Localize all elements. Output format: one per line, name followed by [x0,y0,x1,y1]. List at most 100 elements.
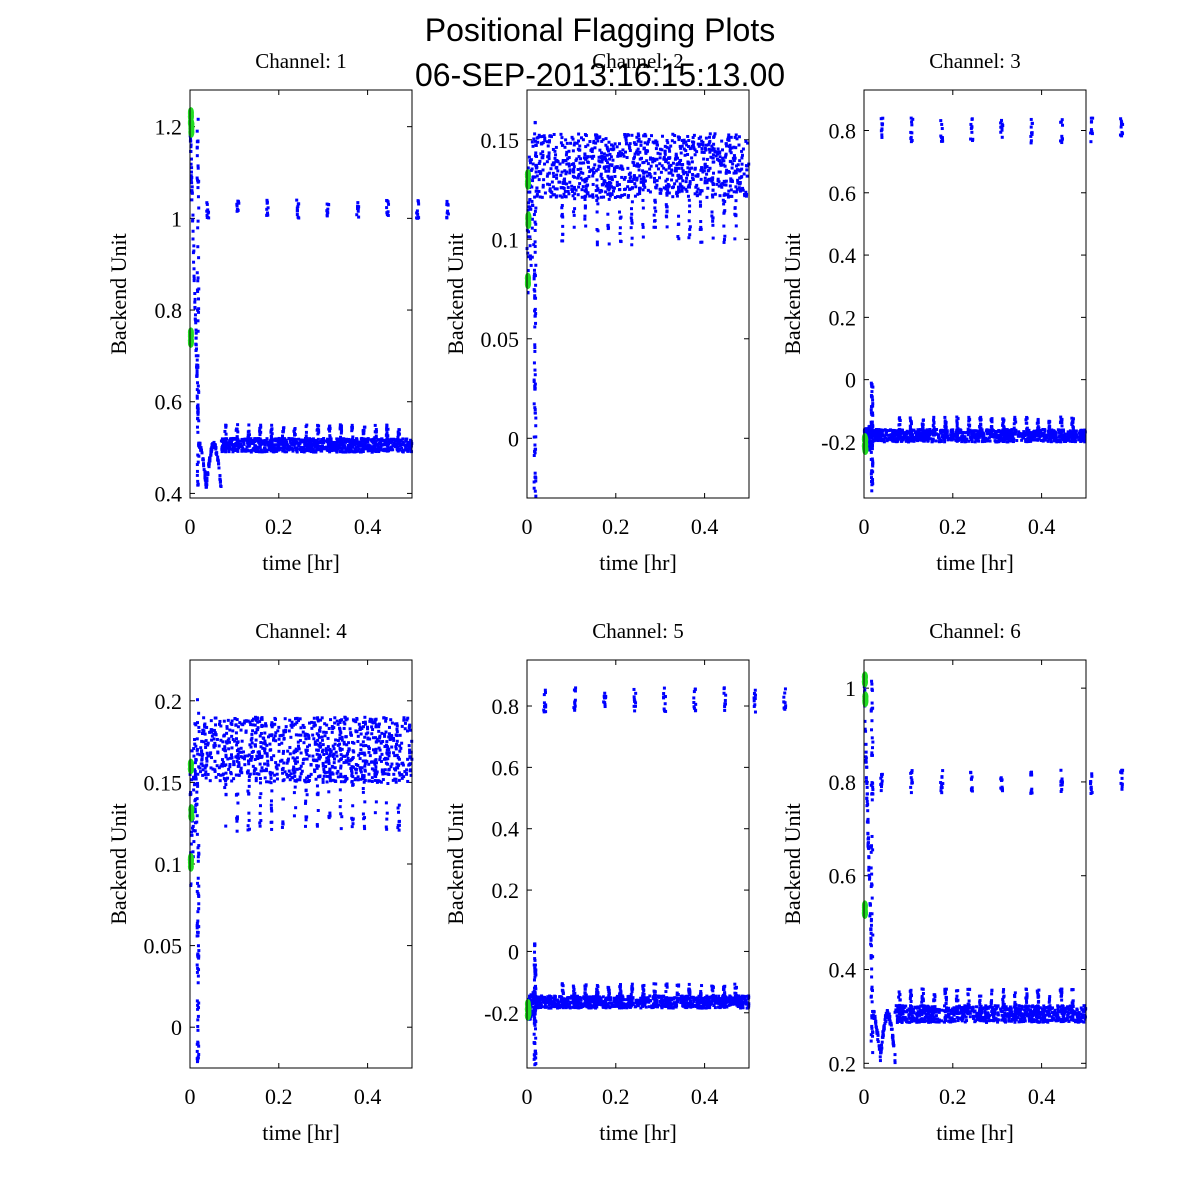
data-point [699,240,703,244]
data-point [221,439,225,443]
data-point [533,384,537,388]
data-point [638,150,642,154]
data-point [273,773,277,777]
data-point [267,780,271,784]
data-point [723,234,727,238]
data-point [703,166,707,170]
data-point [286,749,290,753]
data-point [353,767,357,771]
data-point [670,186,674,190]
data-point [235,754,239,758]
data-point [290,437,294,441]
data-point [537,189,541,193]
data-point [967,439,971,443]
data-point [662,166,666,170]
data-point [286,444,290,448]
data-point [358,450,362,454]
data-point [561,160,565,164]
data-point [236,449,240,453]
data-point [386,213,390,217]
data-point [538,172,542,176]
data-point [276,448,280,452]
data-point [319,440,323,444]
data-point [972,431,976,435]
data-point [199,770,203,774]
data-point [364,732,368,736]
data-point [530,255,534,259]
data-point [664,179,668,183]
data-point [967,415,971,419]
data-point [667,147,671,151]
data-point [201,768,205,772]
data-point [252,772,256,776]
data-point [406,757,410,761]
data-point [595,178,599,182]
data-point [974,433,978,437]
data-point [737,186,741,190]
data-point [274,731,278,735]
data-point [596,229,600,233]
data-point [909,437,913,441]
data-point [667,166,671,170]
data-point [395,727,399,731]
data-point [985,428,989,432]
data-point [741,188,745,192]
data-point [964,440,968,444]
data-point [207,461,211,465]
data-point [690,160,694,164]
data-point [247,438,251,442]
data-point [873,431,877,435]
data-point [403,727,407,731]
data-point [315,443,319,447]
data-point [710,210,714,214]
data-point [231,738,235,742]
data-point [282,428,286,432]
data-point [736,163,740,167]
data-point [195,374,199,378]
data-point [723,209,727,213]
data-point [221,444,225,448]
data-point [374,736,378,740]
data-point [403,770,407,774]
data-point [1048,433,1052,437]
data-point [999,121,1003,125]
data-point [638,163,642,167]
data-point [543,191,547,195]
data-point [871,462,875,466]
data-point [619,164,623,168]
data-point [347,762,351,766]
data-point [543,139,547,143]
data-point [276,729,280,733]
data-point [871,423,875,427]
data-point [527,201,531,205]
data-point [398,448,402,452]
data-point [265,752,269,756]
data-point [210,756,214,760]
data-point [259,731,263,735]
data-point [630,212,634,216]
data-point [592,166,596,170]
data-point [636,147,640,151]
data-point [266,763,270,767]
data-point [229,772,233,776]
data-point [595,210,599,214]
data-point [197,297,201,301]
data-point [223,746,227,750]
data-point [744,139,748,143]
data-point [590,156,594,160]
data-point [669,171,673,175]
data-point [386,441,390,445]
data-point [907,440,911,444]
data-point [217,466,221,470]
data-point [291,449,295,453]
data-point [342,726,346,730]
data-point [944,428,948,432]
data-point [613,195,617,199]
data-point [378,758,382,762]
data-point [720,185,724,189]
data-point [255,772,259,776]
data-point [240,771,244,775]
data-point [991,434,995,438]
data-point [1010,431,1014,435]
data-point [318,755,322,759]
